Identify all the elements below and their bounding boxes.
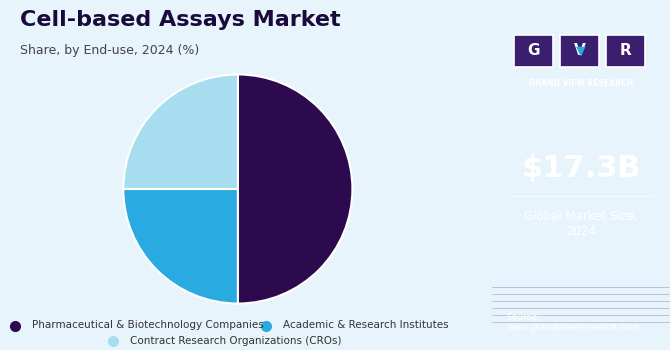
FancyBboxPatch shape bbox=[514, 35, 553, 66]
FancyBboxPatch shape bbox=[560, 35, 599, 66]
Text: ▼: ▼ bbox=[576, 44, 586, 57]
Point bbox=[649, 194, 657, 198]
Wedge shape bbox=[238, 75, 352, 303]
Text: R: R bbox=[620, 43, 632, 58]
Text: Cell-based Assays Market: Cell-based Assays Market bbox=[19, 10, 340, 30]
FancyBboxPatch shape bbox=[606, 35, 645, 66]
Text: Global Market Size,
2024: Global Market Size, 2024 bbox=[524, 210, 639, 238]
Text: Academic & Research Institutes: Academic & Research Institutes bbox=[283, 321, 449, 330]
Point bbox=[507, 194, 515, 198]
Text: Share, by End-use, 2024 (%): Share, by End-use, 2024 (%) bbox=[19, 44, 199, 57]
Text: GRAND VIEW RESEARCH: GRAND VIEW RESEARCH bbox=[529, 79, 633, 89]
Text: Source:
www.grandviewresearch.com: Source: www.grandviewresearch.com bbox=[507, 313, 640, 332]
Wedge shape bbox=[123, 75, 238, 189]
Text: $17.3B: $17.3B bbox=[521, 154, 641, 182]
Text: V: V bbox=[574, 43, 586, 58]
Text: G: G bbox=[527, 43, 539, 58]
Text: Contract Research Organizations (CROs): Contract Research Organizations (CROs) bbox=[131, 336, 342, 346]
Text: Pharmaceutical & Biotechnology Companies: Pharmaceutical & Biotechnology Companies bbox=[32, 321, 264, 330]
Wedge shape bbox=[123, 189, 238, 303]
